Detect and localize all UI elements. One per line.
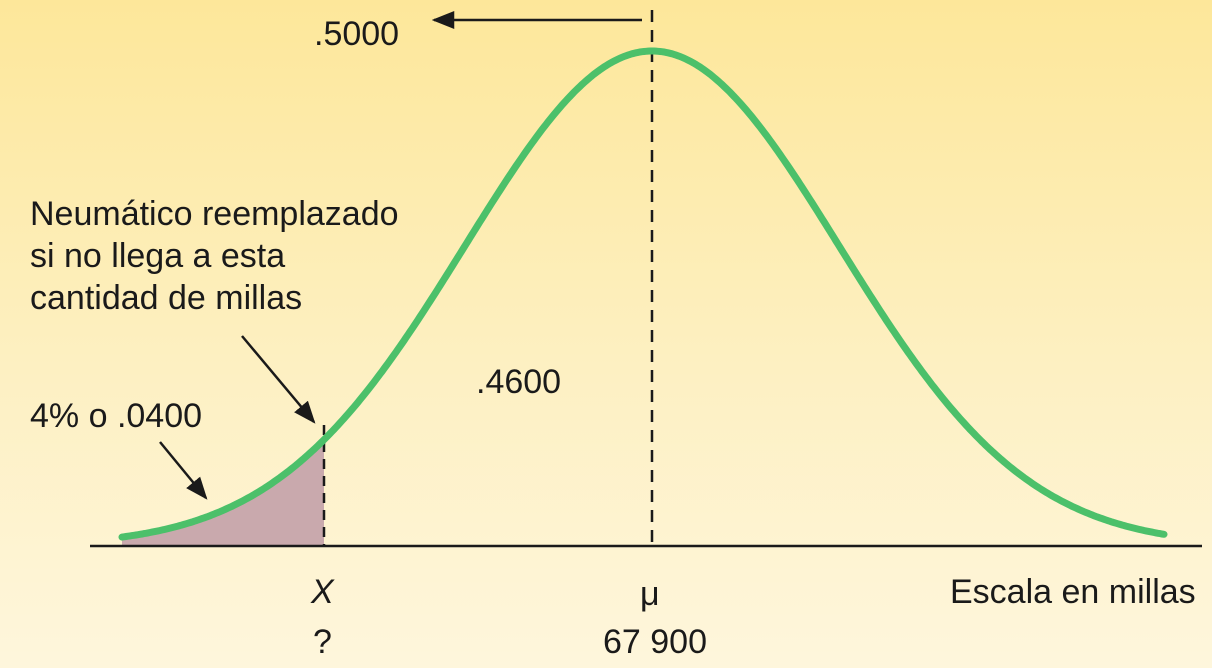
- tail-shaded-area: [122, 439, 324, 546]
- x-symbol: X: [311, 573, 334, 611]
- tail-arrow: [159, 441, 208, 500]
- mu-symbol: μ: [640, 575, 660, 613]
- note-line: cantidad de millas: [30, 279, 303, 317]
- note-arrow: [241, 335, 316, 424]
- replacement-note: Neumático reemplazado si no llega a esta…: [30, 193, 399, 319]
- half-area-label: .5000: [314, 15, 400, 53]
- mu-value: 67 900: [603, 623, 707, 661]
- x-value: ?: [313, 623, 332, 661]
- note-line: si no llega a esta: [30, 237, 286, 275]
- note-line: Neumático reemplazado: [30, 195, 399, 233]
- middle-area-label: .4600: [476, 363, 562, 401]
- tail-area-label: 4% o .0400: [30, 397, 203, 435]
- normal-curve: [118, 47, 1168, 541]
- axis-label: Escala en millas: [950, 573, 1196, 611]
